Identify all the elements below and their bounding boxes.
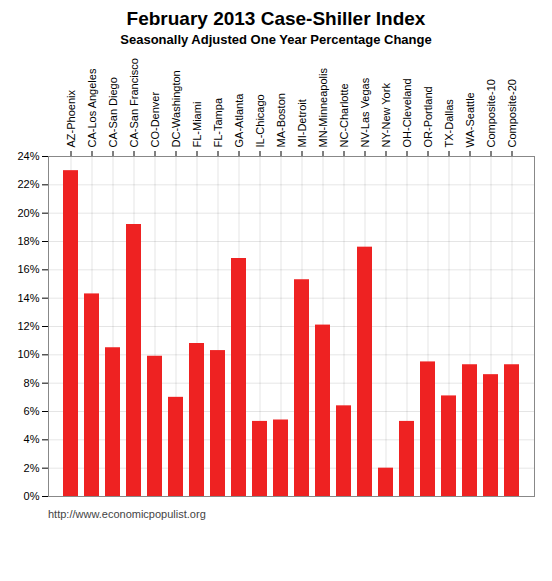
svg-text:CA-Los Angeles: CA-Los Angeles xyxy=(86,68,98,147)
svg-text:16%: 16% xyxy=(17,263,39,275)
svg-text:OR-Portland: OR-Portland xyxy=(422,86,434,147)
svg-text:NY-New York: NY-New York xyxy=(380,83,392,148)
svg-text:10%: 10% xyxy=(17,348,39,360)
svg-text:24%: 24% xyxy=(17,150,39,162)
html-text:February 2013 Case-Shiller Ind: February 2013 Case-Shiller Index xyxy=(126,8,426,29)
svg-text:8%: 8% xyxy=(24,377,40,389)
html-text:http://www.economicpopulist.or: http://www.economicpopulist.org xyxy=(48,508,206,520)
svg-text:TX-Dallas: TX-Dallas xyxy=(443,99,455,148)
svg-text:2%: 2% xyxy=(24,462,40,474)
svg-text:12%: 12% xyxy=(17,320,39,332)
svg-text:NV-Las Vegas: NV-Las Vegas xyxy=(359,77,371,147)
svg-text:22%: 22% xyxy=(17,178,39,190)
svg-text:MI-Detroit: MI-Detroit xyxy=(296,99,308,147)
svg-text:NC-Charlotte: NC-Charlotte xyxy=(338,83,350,147)
svg-text:DC-Washington: DC-Washington xyxy=(170,70,182,147)
svg-text:FL-Tampa: FL-Tampa xyxy=(212,97,224,147)
svg-text:CA-San Diego: CA-San Diego xyxy=(107,77,119,147)
svg-text:WA-Seattle: WA-Seattle xyxy=(464,92,476,147)
svg-text:IL-Chicago: IL-Chicago xyxy=(254,94,266,147)
svg-text:OH-Cleveland: OH-Cleveland xyxy=(401,78,413,147)
svg-text:CA-San Francisco: CA-San Francisco xyxy=(128,58,140,147)
svg-text:FL-Miami: FL-Miami xyxy=(191,102,203,148)
svg-text:Composite-10: Composite-10 xyxy=(485,79,497,147)
svg-text:14%: 14% xyxy=(17,292,39,304)
svg-text:18%: 18% xyxy=(17,235,39,247)
svg-text:0%: 0% xyxy=(24,490,40,502)
svg-text:Composite-20: Composite-20 xyxy=(506,79,518,147)
svg-text:MA-Boston: MA-Boston xyxy=(275,93,287,147)
svg-text:20%: 20% xyxy=(17,207,39,219)
svg-text:4%: 4% xyxy=(24,433,40,445)
svg-text:CO-Denver: CO-Denver xyxy=(149,92,161,148)
html-text:Seasonally Adjusted One Year P: Seasonally Adjusted One Year Percentage … xyxy=(120,32,432,47)
svg-text:6%: 6% xyxy=(24,405,40,417)
svg-text:MN-Minneapolis: MN-Minneapolis xyxy=(317,68,329,148)
svg-text:GA-Atlanta: GA-Atlanta xyxy=(233,93,245,148)
svg-text:AZ-Phoenix: AZ-Phoenix xyxy=(65,90,77,148)
